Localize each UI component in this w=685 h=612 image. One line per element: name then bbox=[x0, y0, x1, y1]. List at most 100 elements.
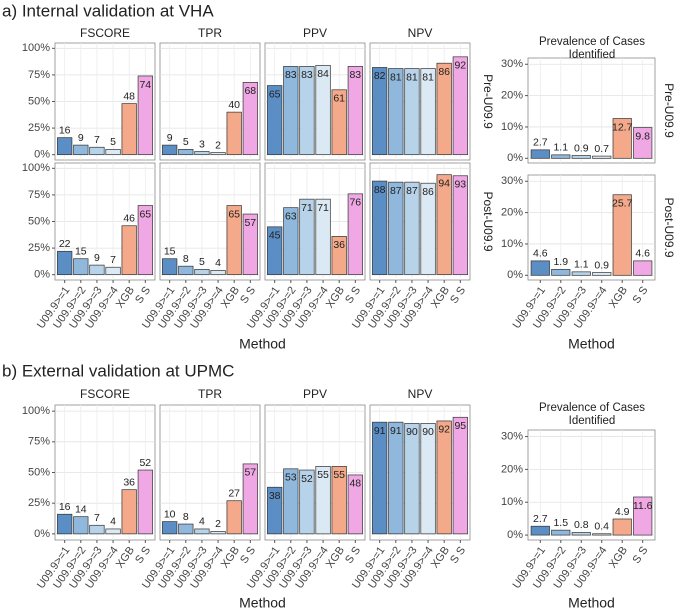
bar bbox=[571, 532, 591, 536]
bar bbox=[331, 466, 347, 535]
section-title: a) Internal validation at VHA bbox=[2, 1, 214, 20]
value-label: 4 bbox=[199, 516, 205, 528]
bar bbox=[137, 469, 153, 535]
bar bbox=[633, 127, 653, 159]
value-label: 52 bbox=[301, 473, 313, 485]
y-tick-label: 20% bbox=[501, 463, 523, 475]
bar bbox=[267, 85, 283, 156]
bar bbox=[347, 193, 363, 276]
bar bbox=[612, 194, 632, 276]
value-label: 86 bbox=[438, 66, 450, 78]
value-label: 25.7 bbox=[612, 198, 633, 210]
bar bbox=[404, 68, 420, 156]
x-tick-label: S S bbox=[238, 285, 258, 306]
y-tick-label: 100% bbox=[22, 405, 50, 417]
value-label: 5 bbox=[183, 136, 189, 148]
bar bbox=[57, 513, 73, 535]
value-label: 1.1 bbox=[553, 142, 568, 154]
x-axis-title: Method bbox=[568, 595, 615, 611]
bar bbox=[420, 182, 436, 276]
y-tick-label: 0% bbox=[34, 269, 50, 281]
y-tick-label: 0% bbox=[507, 529, 523, 541]
bar bbox=[530, 260, 550, 276]
value-label: 82 bbox=[374, 70, 386, 82]
value-label: 94 bbox=[438, 177, 450, 189]
value-label: 87 bbox=[406, 185, 418, 197]
value-label: 4.9 bbox=[615, 506, 630, 518]
value-label: 93 bbox=[454, 179, 466, 191]
y-tick-label: 0% bbox=[507, 269, 523, 281]
value-label: 4 bbox=[215, 257, 221, 269]
y-tick-label: 100% bbox=[22, 42, 50, 54]
value-label: 0.8 bbox=[574, 519, 589, 531]
value-label: 4.6 bbox=[533, 248, 548, 260]
value-label: 81 bbox=[390, 71, 402, 83]
bar bbox=[73, 516, 89, 535]
bar bbox=[57, 137, 73, 156]
bar bbox=[210, 270, 226, 276]
bar bbox=[372, 421, 388, 535]
bar bbox=[420, 68, 436, 156]
bar bbox=[73, 144, 89, 156]
bar bbox=[452, 175, 468, 276]
bar bbox=[194, 151, 210, 156]
y-tick-label: 0% bbox=[507, 152, 523, 164]
y-tick-label: 25% bbox=[28, 242, 50, 254]
value-label: 1.9 bbox=[553, 256, 568, 268]
value-label: 12.7 bbox=[612, 121, 633, 133]
bar bbox=[530, 149, 550, 159]
value-label: 76 bbox=[349, 197, 361, 209]
bar bbox=[612, 118, 632, 159]
value-label: 52 bbox=[139, 457, 151, 469]
bar bbox=[267, 226, 283, 276]
x-tick-label: S S bbox=[448, 545, 468, 566]
bar bbox=[436, 174, 452, 276]
value-label: 84 bbox=[317, 68, 329, 80]
value-label: 38 bbox=[269, 490, 281, 502]
bar bbox=[592, 533, 612, 536]
value-label: 55 bbox=[333, 469, 345, 481]
x-tick-label: S S bbox=[631, 285, 651, 306]
value-label: 15 bbox=[75, 246, 87, 258]
value-label: 45 bbox=[269, 230, 281, 242]
bar bbox=[89, 146, 105, 156]
value-label: 86 bbox=[422, 186, 434, 198]
value-label: 88 bbox=[374, 184, 386, 196]
bar bbox=[315, 198, 331, 276]
value-label: 57 bbox=[244, 217, 256, 229]
value-label: 8 bbox=[183, 253, 189, 265]
bar bbox=[452, 416, 468, 535]
bar bbox=[388, 68, 404, 156]
strip-label: NPV bbox=[408, 387, 433, 401]
value-label: 9 bbox=[94, 252, 100, 264]
value-label: 65 bbox=[228, 208, 240, 220]
bar bbox=[633, 496, 653, 536]
bar bbox=[105, 528, 121, 535]
bar bbox=[194, 528, 210, 535]
bar bbox=[436, 420, 452, 535]
bar bbox=[162, 521, 178, 535]
value-label: 91 bbox=[390, 425, 402, 437]
value-label: 5 bbox=[199, 256, 205, 268]
bar bbox=[452, 56, 468, 156]
value-label: 53 bbox=[285, 472, 297, 484]
bar bbox=[73, 258, 89, 276]
strip-label: TPR bbox=[198, 387, 222, 401]
value-label: 83 bbox=[349, 69, 361, 81]
bar bbox=[299, 198, 315, 276]
value-label: 9 bbox=[167, 132, 173, 144]
bar bbox=[121, 225, 137, 276]
panel-background bbox=[527, 57, 656, 164]
row-strip-label: Post-U09.9 bbox=[481, 191, 495, 251]
bar bbox=[267, 486, 283, 535]
bar bbox=[57, 250, 73, 276]
value-label: 0.9 bbox=[574, 142, 589, 154]
bar bbox=[372, 67, 388, 156]
bar bbox=[194, 269, 210, 276]
value-label: 0.7 bbox=[594, 143, 609, 155]
bar bbox=[551, 154, 571, 159]
bar bbox=[436, 62, 452, 156]
bar bbox=[121, 489, 137, 535]
value-label: 81 bbox=[406, 71, 418, 83]
